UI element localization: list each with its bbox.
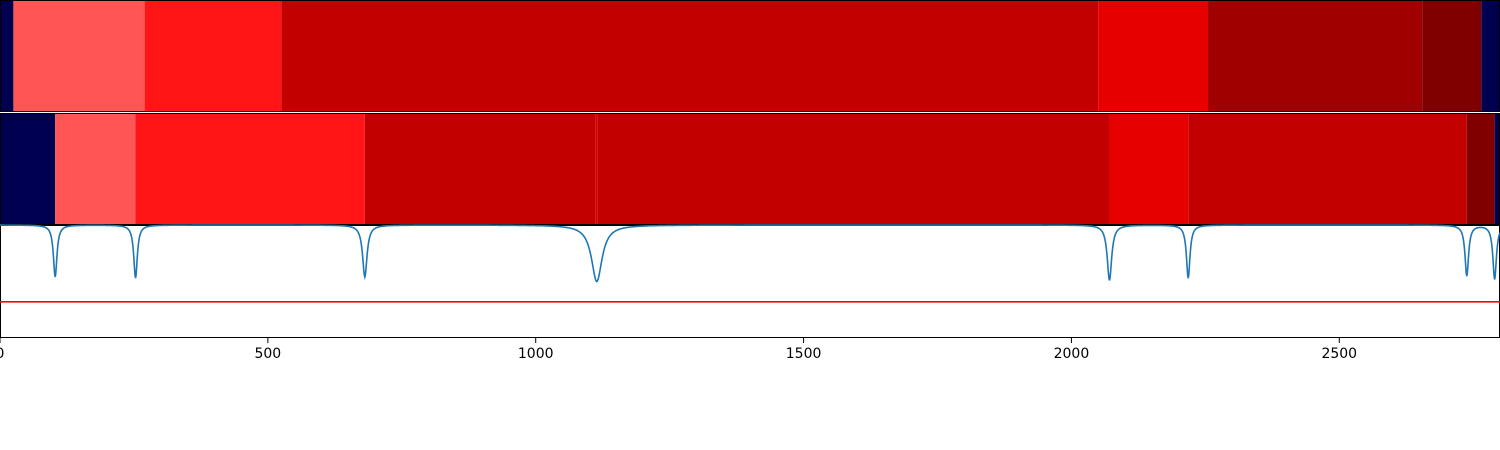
heatmap-segment-5 bbox=[1098, 0, 1209, 112]
x-tick-label: 0 bbox=[0, 346, 4, 362]
heatmap-segment-3 bbox=[144, 0, 282, 112]
heatmap-segment-8 bbox=[1188, 113, 1467, 225]
heatmap-segment-2 bbox=[55, 113, 136, 225]
x-tick-label: 2500 bbox=[1321, 346, 1357, 362]
heatmap-segment-2 bbox=[13, 0, 145, 112]
heatmap-segment-6 bbox=[1208, 0, 1423, 112]
heatmap-segment-7 bbox=[1109, 113, 1189, 225]
heatmap-segment-9 bbox=[1466, 113, 1495, 225]
heatmap-segment-1 bbox=[0, 113, 56, 225]
series-line-1 bbox=[0, 224, 1500, 283]
line-plot-panel bbox=[0, 224, 1500, 338]
heatmap-segment-1 bbox=[0, 0, 14, 112]
heatmap-panel-1 bbox=[0, 0, 1500, 112]
x-tick-label: 1500 bbox=[786, 346, 822, 362]
heatmap-segment-4 bbox=[364, 113, 596, 225]
x-tick-label: 2000 bbox=[1054, 346, 1090, 362]
heatmap-segment-3 bbox=[135, 113, 365, 225]
x-axis: 0 500 1000 1500 2000 2500 bbox=[0, 338, 1357, 362]
heatmap-panel-2 bbox=[0, 113, 1500, 225]
heatmap-segment-6 bbox=[597, 113, 1110, 225]
heatmap-segment-7 bbox=[1422, 0, 1482, 112]
heatmap-segment-4 bbox=[281, 0, 1099, 112]
heatmap-segment-8 bbox=[1481, 0, 1500, 112]
x-tick-label: 1000 bbox=[518, 346, 554, 362]
heatmap-segment-10 bbox=[1494, 113, 1500, 225]
panel-frame bbox=[0, 225, 1500, 338]
x-tick-label: 500 bbox=[254, 346, 281, 362]
heatmap-segment-5 bbox=[595, 113, 598, 225]
